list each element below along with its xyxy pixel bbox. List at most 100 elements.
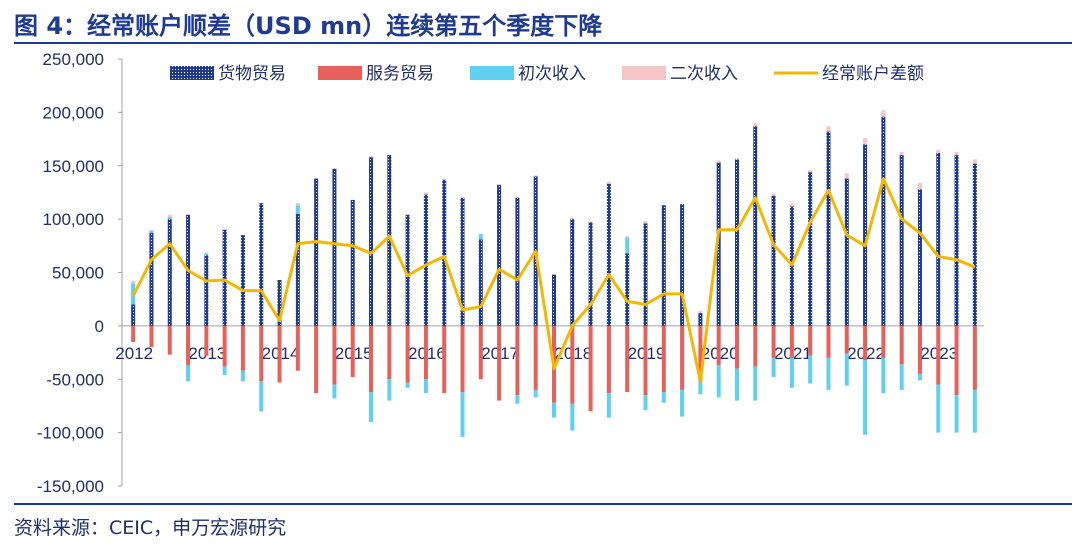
bar-services <box>314 325 319 394</box>
bar-secondary-income <box>625 236 630 238</box>
bar-goods <box>661 205 666 326</box>
y-tick-label: -100,000 <box>37 424 104 443</box>
legend-swatch <box>170 66 214 80</box>
bar-primary-income <box>423 379 428 394</box>
bar-primary-income <box>460 392 465 437</box>
legend-label: 服务贸易 <box>366 64 434 84</box>
bar-secondary-income <box>863 137 868 145</box>
legend-swatch <box>622 66 666 80</box>
bar-services <box>826 325 831 358</box>
bar-goods <box>478 239 483 326</box>
bar-services <box>936 325 941 385</box>
bar-goods <box>625 253 630 326</box>
bar-goods <box>332 168 337 326</box>
bar-primary-income <box>954 395 959 433</box>
bar-primary-income <box>643 395 648 411</box>
bar-secondary-income <box>186 213 191 215</box>
y-tick-label: 100,000 <box>43 210 104 229</box>
bar-secondary-income <box>497 183 502 185</box>
y-tick-label: -150,000 <box>37 477 104 496</box>
bar-secondary-income <box>936 149 941 153</box>
bar-goods <box>460 197 465 326</box>
bar-primary-income <box>680 389 685 417</box>
bar-services <box>240 325 245 371</box>
bar-goods <box>863 144 868 326</box>
bar-primary-income <box>863 360 868 435</box>
bar-primary-income <box>149 230 154 234</box>
bar-primary-income <box>716 365 721 398</box>
bar-services <box>515 325 520 396</box>
bar-secondary-income <box>204 252 209 254</box>
bar-services <box>369 325 374 393</box>
bar-services <box>149 325 154 348</box>
bar-services <box>698 325 703 382</box>
bar-primary-income <box>771 357 776 378</box>
bar-goods <box>972 163 977 326</box>
bar-secondary-income <box>167 214 172 217</box>
bar-services <box>277 325 282 383</box>
line-layer <box>131 177 976 383</box>
bar-goods <box>680 204 685 326</box>
bar-secondary-income <box>460 196 465 198</box>
bar-services <box>332 325 337 385</box>
bar-services <box>844 325 849 354</box>
bar-services <box>442 325 447 394</box>
bar-secondary-income <box>295 203 300 206</box>
bar-goods <box>954 155 959 326</box>
bar-primary-income <box>661 392 666 403</box>
bar-goods <box>716 162 721 326</box>
bar-goods <box>277 279 282 326</box>
bar-primary-income <box>826 357 831 390</box>
bar-services <box>295 325 300 371</box>
bar-primary-income <box>369 392 374 422</box>
legend-label: 二次收入 <box>670 64 738 84</box>
y-tick-label: 150,000 <box>43 157 104 176</box>
bar-primary-income <box>167 216 172 220</box>
bar-services <box>899 325 904 365</box>
bar-goods <box>588 222 593 326</box>
bar-primary-income <box>552 402 556 418</box>
legend-swatch <box>470 66 514 80</box>
bar-services <box>680 325 685 390</box>
bar-services <box>131 325 136 342</box>
source-rule <box>14 503 1072 505</box>
bar-goods <box>240 235 245 326</box>
bar-services <box>917 325 922 374</box>
bar-services <box>972 325 977 390</box>
bar-secondary-income <box>844 173 849 179</box>
bar-goods <box>698 313 703 326</box>
legend-label: 初次收入 <box>518 64 586 84</box>
bar-services <box>771 325 776 358</box>
bar-services <box>570 325 575 404</box>
bar-secondary-income <box>917 182 922 190</box>
y-tick-label: 200,000 <box>43 103 104 122</box>
bar-goods <box>771 195 776 326</box>
legend-swatch <box>318 66 362 80</box>
bar-services <box>350 325 355 378</box>
bar-goods <box>204 255 209 326</box>
bar-primary-income <box>972 389 977 433</box>
bar-primary-income <box>625 237 630 254</box>
bar-primary-income <box>387 379 392 401</box>
legend-label: 经常账户差额 <box>822 64 924 84</box>
bar-secondary-income <box>771 193 776 196</box>
bar-secondary-income <box>789 204 794 207</box>
bar-goods <box>149 233 154 326</box>
bar-secondary-income <box>222 228 227 230</box>
source-note: 资料来源：CEIC，申万宏源研究 <box>14 517 287 539</box>
bar-goods <box>936 152 941 326</box>
bar-services <box>625 325 630 393</box>
bar-goods <box>222 229 227 326</box>
bar-goods <box>259 203 264 326</box>
bar-services <box>643 325 648 396</box>
bar-services <box>533 325 538 390</box>
y-tick-label: 250,000 <box>43 50 104 69</box>
bar-goods <box>734 159 739 326</box>
bar-secondary-income <box>716 160 721 163</box>
bar-goods <box>423 194 428 326</box>
bar-secondary-income <box>734 158 739 160</box>
bar-services <box>387 325 392 380</box>
bar-primary-income <box>204 253 209 256</box>
bar-secondary-income <box>423 192 428 195</box>
bar-services <box>789 325 794 358</box>
